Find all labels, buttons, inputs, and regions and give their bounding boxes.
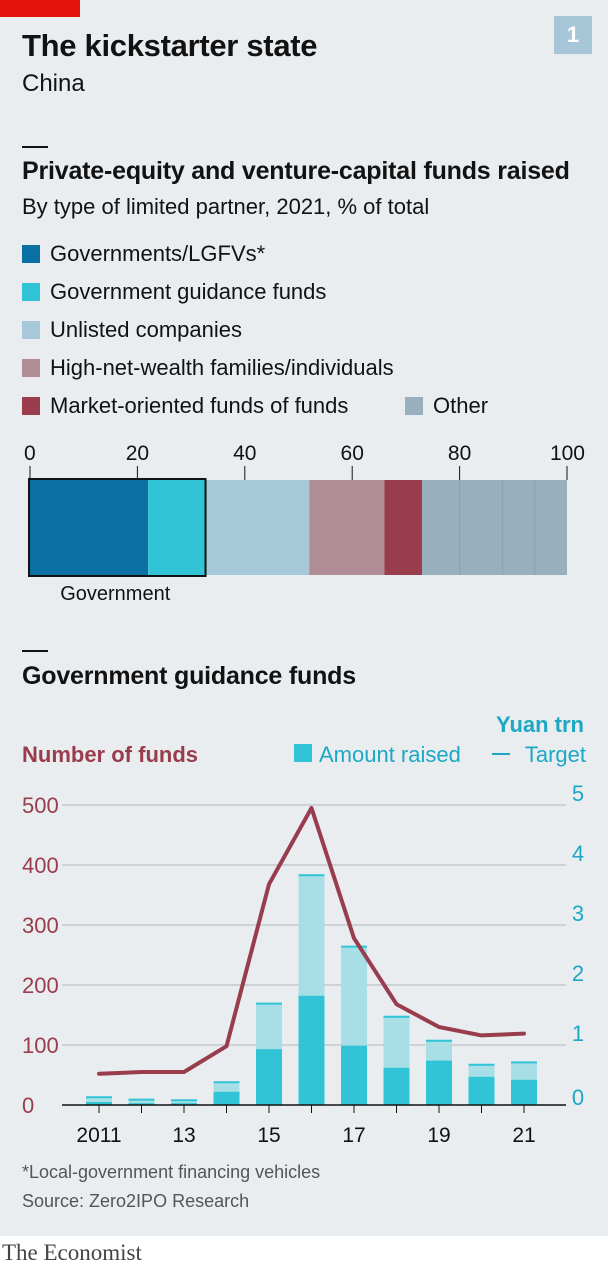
amount-bar [256, 1049, 282, 1105]
amount-bar [426, 1060, 452, 1105]
legend-item-guidance: Government guidance funds [22, 279, 326, 305]
x-tick-label: 21 [512, 1124, 535, 1147]
right-axis-label: Yuan trn [496, 712, 584, 737]
amount-bar [171, 1103, 197, 1105]
y-left-tick-label: 300 [22, 913, 59, 938]
amount-bar [511, 1079, 537, 1105]
x-tick-label: 40 [233, 442, 256, 465]
bar-segment-governments [30, 480, 149, 575]
target-bar [86, 1097, 112, 1105]
legend-item-other: Other [405, 393, 488, 419]
x-tick-label: 60 [341, 442, 364, 465]
chart-subtitle: China [22, 70, 85, 97]
target-bar [171, 1100, 197, 1105]
number-of-funds-line [97, 806, 526, 1076]
y-right-tick-label: 0 [572, 1085, 584, 1110]
legend-swatch [22, 359, 40, 377]
y-right-tick-label: 4 [572, 841, 584, 866]
x-tick-label: 2011 [76, 1124, 121, 1147]
x-tick-label: 0 [24, 442, 36, 465]
bar-segment-unlisted [204, 480, 310, 575]
source-note: Source: Zero2IPO Research [22, 1191, 250, 1211]
amount-bar [213, 1091, 240, 1105]
economist-logo: The Economist [2, 1240, 142, 1265]
bar-segment-market_fof [384, 480, 423, 575]
x-tick-label: 19 [427, 1124, 450, 1147]
legend-label-amount: Amount raised [319, 742, 461, 767]
x-tick-label: 15 [257, 1124, 280, 1147]
legend-label: Other [433, 393, 489, 418]
legend-swatch [22, 283, 40, 301]
x-tick-label: 80 [448, 442, 471, 465]
y-right-tick-label: 2 [572, 961, 584, 986]
legend-label: Unlisted companies [50, 317, 242, 342]
y-left-tick-label: 400 [22, 853, 59, 878]
left-axis-label: Number of funds [22, 742, 198, 767]
chart-title: The kickstarter state [22, 28, 318, 63]
legend-label: High-net-wealth families/individuals [50, 355, 394, 380]
economist-red-tag [0, 0, 80, 17]
chart-number-badge: 1 [554, 16, 592, 54]
amount-bar [298, 995, 325, 1105]
government-bracket-label: Government [60, 583, 170, 605]
amount-bar [86, 1102, 112, 1105]
legend-label-target: Target [525, 742, 586, 767]
legend-item-unlisted: Unlisted companies [22, 317, 242, 343]
legend-swatch [22, 321, 40, 339]
bar-segment-hnw [309, 480, 385, 575]
legend-item-governments: Governments/LGFVs* [22, 241, 265, 267]
y-right-tick-label: 5 [572, 781, 584, 806]
y-left-tick-label: 0 [22, 1093, 34, 1118]
legend-swatch [22, 397, 40, 415]
legend-swatch-amount [294, 744, 312, 762]
y-right-tick-label: 3 [572, 901, 584, 926]
target-bar [128, 1099, 155, 1105]
amount-bar [468, 1076, 495, 1105]
section-rule [22, 146, 48, 148]
section-title-guidance-funds: Government guidance funds [22, 662, 356, 690]
y-right-tick-label: 1 [572, 1021, 584, 1046]
x-tick-label: 20 [126, 442, 149, 465]
amount-bar [383, 1067, 410, 1105]
bar-segment-other [422, 480, 567, 575]
y-left-tick-label: 100 [22, 1033, 59, 1058]
bar-segment-guidance [148, 480, 205, 575]
section-subtitle-pe-vc: By type of limited partner, 2021, % of t… [22, 194, 430, 219]
y-left-tick-label: 500 [22, 793, 59, 818]
legend-swatch [405, 397, 423, 415]
legend-label: Government guidance funds [50, 279, 327, 304]
x-tick-label: 13 [172, 1124, 195, 1147]
legend-item-hnw: High-net-wealth families/individuals [22, 355, 394, 381]
amount-bar [128, 1103, 155, 1105]
section-title-pe-vc: Private-equity and venture-capital funds… [22, 157, 570, 185]
footnote: *Local-government financing vehicles [22, 1162, 321, 1182]
amount-bar [341, 1045, 367, 1105]
legend-swatch [22, 245, 40, 263]
x-tick-label: 17 [342, 1124, 365, 1147]
x-tick-label: 100 [550, 442, 585, 465]
legend-item-market-fof: Market-oriented funds of funds [22, 393, 348, 419]
government-bracket [28, 478, 207, 577]
legend-label: Market-oriented funds of funds [50, 393, 349, 418]
y-left-tick-label: 200 [22, 973, 59, 998]
section-rule [22, 650, 48, 652]
legend-label: Governments/LGFVs* [50, 241, 266, 266]
